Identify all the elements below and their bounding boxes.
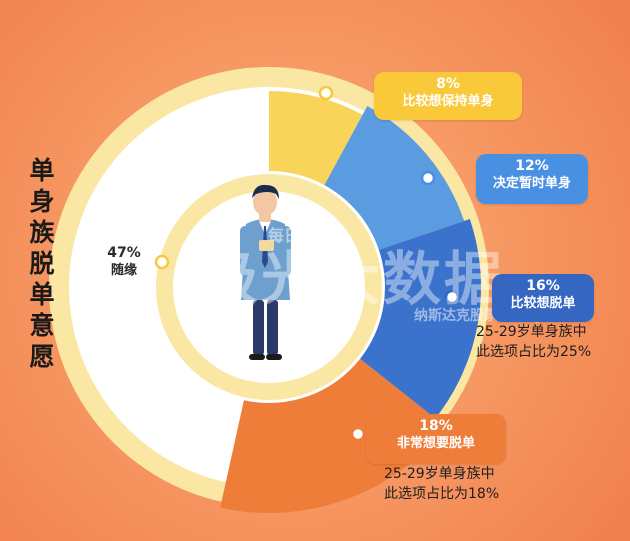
- pill-16-label: 比较想脱单: [510, 296, 576, 311]
- chart-title: 单身族脱单意愿: [29, 156, 55, 371]
- person-illustration: [240, 184, 291, 360]
- pill-8-label: 比较想保持单身: [402, 94, 494, 109]
- label-47-text: 随缘: [110, 263, 137, 278]
- note-18-line2: 此选项占比为18%: [384, 486, 500, 502]
- slice-12: [324, 105, 465, 250]
- pill-18: 18% 非常想要脱单: [366, 414, 506, 464]
- pill-12: 12% 决定暂时单身: [476, 154, 588, 204]
- note-16: 25-29岁单身族中 此选项占比为25%: [476, 322, 591, 362]
- pill-8: 8% 比较想保持单身: [374, 72, 522, 120]
- slices-layer: [220, 91, 481, 513]
- note-16-line2: 此选项占比为25%: [476, 344, 592, 360]
- connector-dot-12: [420, 170, 436, 186]
- label-47: 47% 随缘: [94, 245, 154, 279]
- note-18-line1: 25-29岁单身族中: [384, 466, 495, 482]
- pill-16: 16% 比较想脱单: [492, 274, 594, 322]
- note-16-line1: 25-29岁单身族中: [476, 324, 587, 340]
- pill-16-percent: 16%: [526, 278, 560, 294]
- connector-dot-18: [350, 426, 366, 442]
- note-18: 25-29岁单身族中 此选项占比为18%: [384, 464, 499, 504]
- slice-8: [269, 91, 363, 186]
- label-47-percent: 47%: [107, 245, 141, 261]
- slice-18: [220, 358, 447, 513]
- connector-dot-8: [318, 85, 334, 101]
- pill-12-label: 决定暂时单身: [492, 176, 571, 191]
- pill-18-label: 非常想要脱单: [396, 436, 475, 451]
- connector-dot-47: [154, 254, 170, 270]
- pill-12-percent: 12%: [515, 158, 549, 174]
- connectors-layer: [154, 85, 460, 442]
- watermark-main: 极光大数据: [200, 245, 506, 313]
- slice-16: [360, 218, 481, 419]
- watermark-small: 每日: [268, 226, 301, 245]
- pill-18-percent: 18%: [419, 418, 453, 434]
- connector-dot-16: [444, 289, 460, 305]
- pill-8-percent: 8%: [436, 76, 460, 92]
